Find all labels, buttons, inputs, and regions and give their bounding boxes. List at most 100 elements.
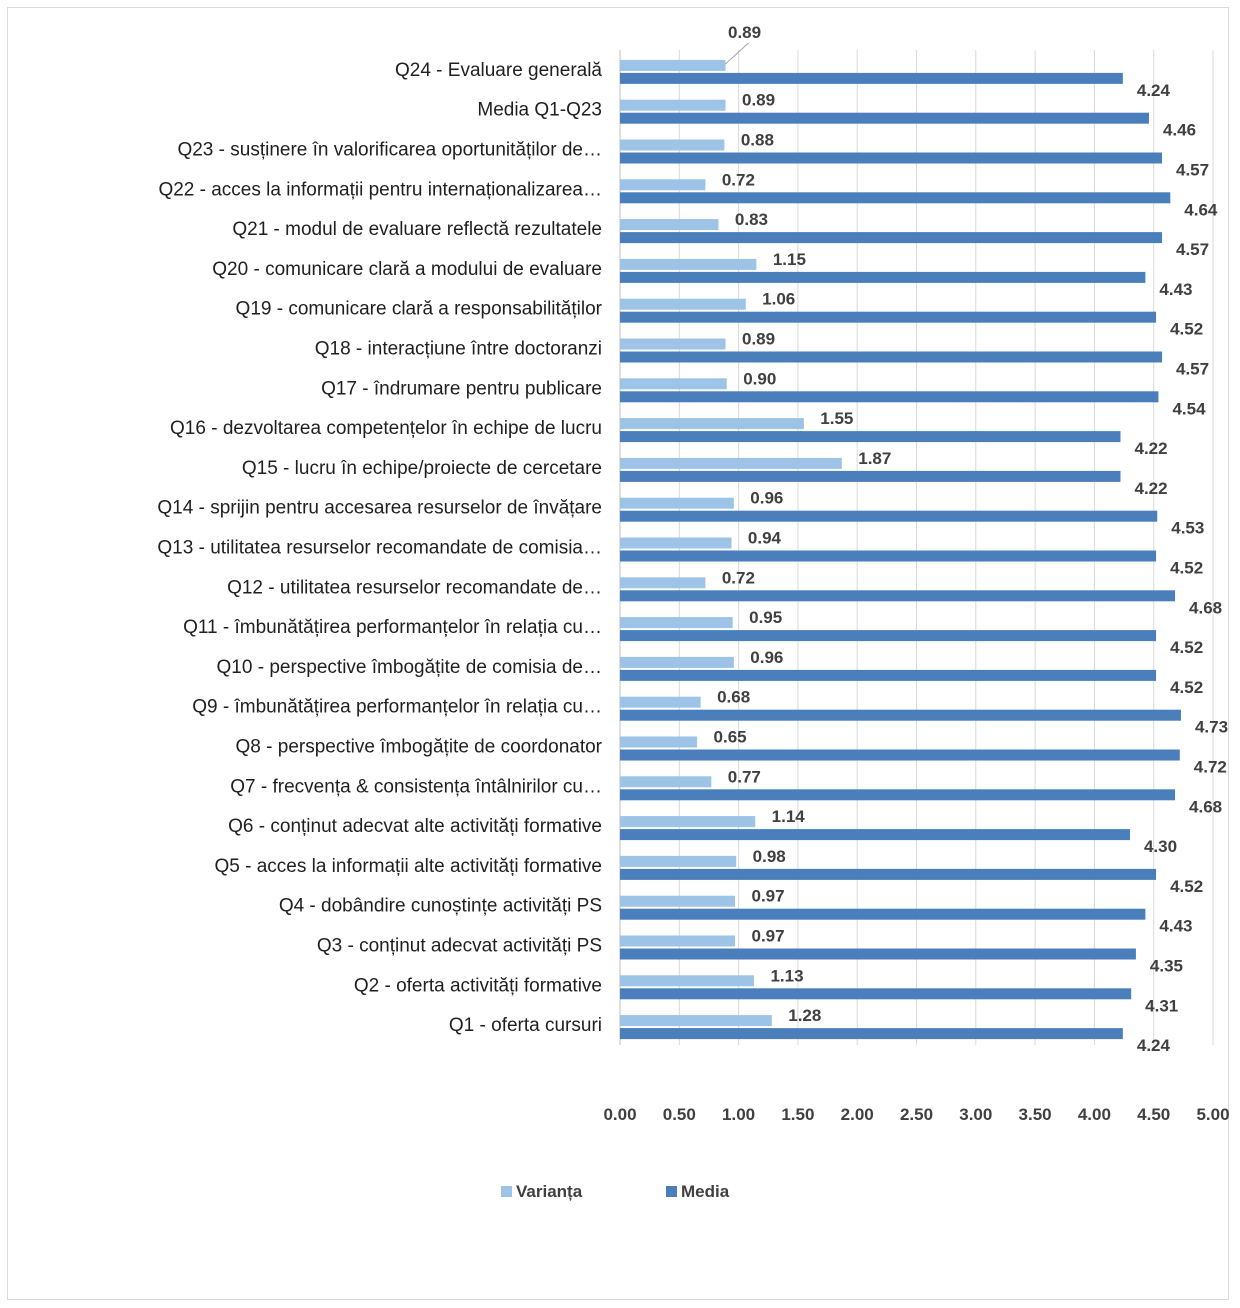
bar-varianta: [620, 338, 726, 350]
data-label-media: 4.35: [1150, 957, 1183, 976]
data-label-varianta: 0.95: [749, 608, 782, 627]
data-label-varianta: 1.15: [773, 250, 806, 269]
data-label-media: 4.31: [1145, 996, 1178, 1015]
category-label: Q14 - sprijin pentru accesarea resurselo…: [157, 498, 602, 519]
bar-varianta: [620, 418, 804, 430]
category-label: Media Q1-Q23: [477, 100, 602, 121]
bar-media: [620, 391, 1159, 403]
data-label-varianta: 0.65: [714, 728, 747, 747]
bar-varianta: [620, 656, 734, 668]
x-tick-label: 1.00: [722, 1105, 755, 1124]
bar-media: [620, 550, 1157, 562]
legend-label-media: Media: [681, 1182, 730, 1201]
bar-varianta: [620, 298, 746, 310]
legend-swatch-media: [666, 1186, 677, 1197]
data-label-media: 4.54: [1172, 399, 1206, 418]
bar-media: [620, 669, 1157, 681]
bar-media: [620, 431, 1121, 443]
data-label-media: 4.46: [1163, 121, 1196, 140]
data-label-media: 4.72: [1194, 758, 1227, 777]
data-label-media: 4.64: [1184, 200, 1218, 219]
data-label-media: 4.52: [1170, 320, 1203, 339]
category-label: Q21 - modul de evaluare reflectă rezulta…: [232, 219, 602, 240]
x-tick-label: 2.50: [900, 1105, 933, 1124]
data-label-varianta: 0.94: [748, 529, 782, 548]
legend-swatch-varianta: [501, 1186, 512, 1197]
x-tick-label: 4.00: [1078, 1105, 1111, 1124]
category-label: Q9 - îmbunătățirea performanțelor în rel…: [192, 697, 602, 718]
bar-varianta: [620, 696, 701, 708]
bar-media: [620, 789, 1176, 801]
data-label-varianta: 1.14: [772, 807, 806, 826]
bar-media: [620, 709, 1181, 721]
x-axis-ticks: 0.00 0.50 1.00 1.50 2.00 2.50 3.00 3.50 4.00 4.50…: [603, 1105, 1229, 1124]
bars: [620, 59, 1181, 1040]
data-label-media: 4.52: [1170, 877, 1203, 896]
data-label-media: 4.52: [1170, 678, 1203, 697]
x-tick-label: 3.00: [959, 1105, 992, 1124]
data-label-varianta: 0.97: [751, 927, 784, 946]
bar-media: [620, 470, 1121, 482]
category-label: Q7 - frecvența & consistența întâlnirilo…: [230, 776, 602, 797]
data-label-varianta: 0.68: [717, 688, 750, 707]
x-tick-label: 0.50: [663, 1105, 696, 1124]
bar-media: [620, 152, 1163, 164]
category-label: Q24 - Evaluare generală: [395, 60, 602, 81]
legend[interactable]: Varianța Media: [501, 1182, 730, 1201]
bar-varianta: [620, 975, 755, 987]
bar-varianta: [620, 895, 736, 907]
data-label-media: 4.22: [1134, 479, 1167, 498]
bar-varianta: [620, 179, 706, 191]
category-label: Q2 - oferta activități formative: [354, 975, 602, 996]
data-label-varianta: 0.98: [753, 847, 786, 866]
data-label-varianta: 0.77: [728, 767, 761, 786]
category-label: Q5 - acces la informații alte activități…: [214, 856, 602, 877]
x-tick-label: 0.00: [603, 1105, 636, 1124]
bar-media: [620, 271, 1146, 283]
bar-varianta: [620, 816, 756, 828]
data-label-varianta: 1.55: [820, 409, 853, 428]
bar-media: [620, 192, 1171, 204]
data-label-media: 4.43: [1159, 280, 1192, 299]
data-label-media: 4.24: [1137, 1036, 1171, 1055]
bar-varianta: [620, 59, 726, 71]
bar-media: [620, 630, 1157, 642]
data-label-media: 4.43: [1159, 917, 1192, 936]
data-label-media: 4.52: [1170, 638, 1203, 657]
x-tick-label: 2.00: [841, 1105, 874, 1124]
data-label-media: 4.52: [1170, 559, 1203, 578]
category-label: Q4 - dobândire cunoștințe activități PS: [279, 896, 602, 917]
data-label-varianta: 0.88: [741, 131, 774, 150]
data-label-media: 4.57: [1176, 240, 1209, 259]
data-label-media: 4.57: [1176, 161, 1209, 180]
data-label-media: 4.53: [1171, 519, 1204, 538]
leader-line: [725, 42, 749, 65]
bar-varianta: [620, 139, 725, 151]
data-label-varianta: 1.87: [858, 449, 891, 468]
value-labels: 0.89 4.24 0.89 4.46 0.88 4.57 0.72 4.64 0.83 4.57…: [714, 23, 1229, 1055]
bar-varianta: [620, 935, 736, 947]
bar-media: [620, 590, 1176, 602]
bar-media: [620, 510, 1158, 522]
category-label: Q13 - utilitatea resurselor recomandate …: [157, 538, 602, 559]
bar-media: [620, 311, 1157, 323]
category-label: Q22 - acces la informații pentru interna…: [158, 179, 602, 200]
bar-media: [620, 948, 1136, 960]
category-label: Q18 - interacțiune între doctoranzi: [315, 339, 602, 360]
category-label: Q10 - perspective îmbogățite de comisia …: [217, 657, 602, 678]
bar-media: [620, 908, 1146, 920]
category-label: Q15 - lucru în echipe/proiecte de cercet…: [242, 458, 602, 479]
category-label: Q17 - îndrumare pentru publicare: [321, 378, 602, 399]
x-tick-label: 1.50: [781, 1105, 814, 1124]
bar-media: [620, 988, 1132, 1000]
bar-varianta: [620, 617, 733, 629]
bar-media: [620, 1028, 1123, 1040]
chart-area: [7, 7, 1229, 1300]
category-label: Q20 - comunicare clară a modului de eval…: [212, 259, 602, 280]
category-label: Q23 - susținere în valorificarea oportun…: [177, 140, 602, 161]
data-label-varianta: 0.97: [751, 887, 784, 906]
bar-varianta: [620, 378, 727, 390]
data-label-media: 4.22: [1134, 439, 1167, 458]
bar-varianta: [620, 537, 732, 549]
data-label-varianta: 1.28: [788, 1006, 821, 1025]
